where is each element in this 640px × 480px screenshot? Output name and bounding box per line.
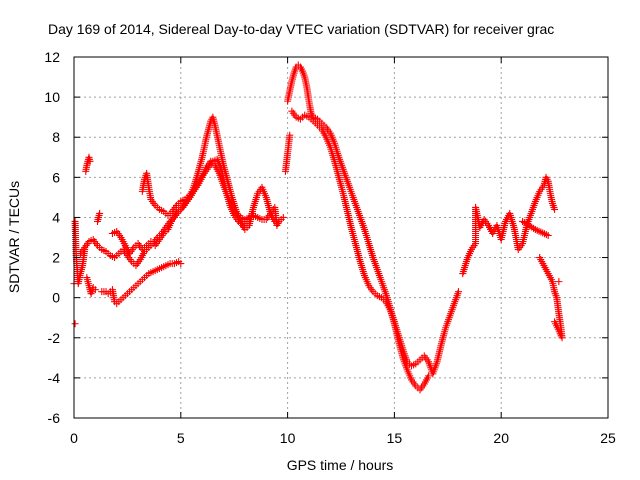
x-axis-label: GPS time / hours <box>287 457 394 473</box>
y-tick-label: -4 <box>48 370 61 386</box>
plot-frame <box>73 56 609 419</box>
y-tick-label: -2 <box>48 330 61 346</box>
x-tick-label: 0 <box>70 430 78 446</box>
y-axis-label: SDTVAR / TECUs <box>6 181 22 293</box>
y-tick-labels: -6 -4 -2 0 2 4 6 8 10 12 <box>44 49 60 426</box>
data-point <box>177 260 185 268</box>
x-tick-label: 15 <box>387 430 403 446</box>
data-point <box>454 288 462 296</box>
y-tick-label: -6 <box>48 410 61 426</box>
axis-ticks <box>73 56 609 419</box>
data-point <box>86 157 94 165</box>
data-point <box>91 286 99 294</box>
data-points-layer <box>70 61 566 394</box>
x-tick-label: 20 <box>493 430 509 446</box>
y-tick-label: 2 <box>52 250 60 266</box>
x-tick-label: 5 <box>177 430 185 446</box>
data-point <box>425 372 433 380</box>
x-tick-label: 10 <box>280 430 296 446</box>
data-point <box>551 205 559 213</box>
chart-title: Day 169 of 2014, Sidereal Day-to-day VTE… <box>48 21 554 37</box>
data-point <box>519 217 527 225</box>
x-tick-labels: 0 5 10 15 20 25 <box>70 430 616 446</box>
y-tick-label: 8 <box>52 129 60 145</box>
y-tick-label: 12 <box>44 49 60 65</box>
data-point <box>71 320 79 328</box>
grid-lines <box>74 57 608 418</box>
data-point <box>555 278 563 286</box>
y-tick-label: 0 <box>52 290 60 306</box>
y-tick-label: 6 <box>52 169 60 185</box>
data-point <box>286 131 294 139</box>
x-tick-label: 25 <box>600 430 616 446</box>
y-tick-label: 10 <box>44 89 60 105</box>
y-tick-label: 4 <box>52 209 60 225</box>
data-point <box>551 318 559 326</box>
data-point <box>279 213 287 221</box>
data-point <box>96 209 104 217</box>
